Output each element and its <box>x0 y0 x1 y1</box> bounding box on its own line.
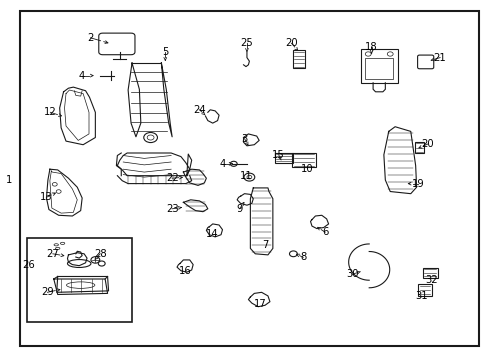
Text: 12: 12 <box>44 107 57 117</box>
Text: 7: 7 <box>261 240 268 250</box>
Text: 4: 4 <box>79 71 84 81</box>
Text: 6: 6 <box>321 227 328 237</box>
Text: 5: 5 <box>162 47 168 57</box>
Bar <box>364 58 392 79</box>
Text: 31: 31 <box>414 291 427 301</box>
Text: 8: 8 <box>300 252 305 262</box>
Bar <box>422 268 437 278</box>
Text: 26: 26 <box>22 260 35 270</box>
Text: 14: 14 <box>205 229 218 239</box>
Text: 19: 19 <box>411 179 424 189</box>
Text: 1: 1 <box>5 175 12 185</box>
Text: 23: 23 <box>165 204 178 214</box>
Text: 2: 2 <box>87 33 94 43</box>
Text: 28: 28 <box>94 249 106 259</box>
Text: 27: 27 <box>46 249 59 259</box>
Text: 22: 22 <box>165 173 178 183</box>
Bar <box>274 153 293 163</box>
Bar <box>360 49 397 83</box>
Text: 13: 13 <box>40 192 53 202</box>
Text: 4: 4 <box>219 159 225 169</box>
Bar <box>27 238 132 322</box>
Text: 25: 25 <box>240 38 253 48</box>
Text: 11: 11 <box>239 171 252 181</box>
Text: 9: 9 <box>236 204 243 214</box>
Text: 18: 18 <box>365 42 377 52</box>
Text: 17: 17 <box>253 299 266 309</box>
Bar <box>293 50 305 68</box>
Text: 20: 20 <box>421 139 433 149</box>
Bar <box>414 142 424 153</box>
Text: 29: 29 <box>41 287 54 297</box>
Text: 3: 3 <box>241 134 247 144</box>
Text: 10: 10 <box>300 164 313 174</box>
Text: 30: 30 <box>345 269 358 279</box>
Bar <box>417 284 431 296</box>
Text: 16: 16 <box>178 266 191 276</box>
Text: 15: 15 <box>272 150 285 160</box>
Bar <box>292 153 315 167</box>
Text: 21: 21 <box>433 53 446 63</box>
Text: 24: 24 <box>193 105 205 115</box>
Text: 32: 32 <box>425 275 437 285</box>
Text: 20: 20 <box>285 38 297 48</box>
